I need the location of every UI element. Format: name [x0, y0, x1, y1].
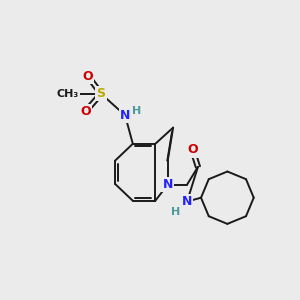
Text: H: H	[132, 106, 141, 116]
Text: H: H	[171, 207, 180, 217]
Text: CH₃: CH₃	[56, 89, 79, 99]
Text: N: N	[182, 195, 192, 208]
Text: N: N	[120, 109, 130, 122]
Text: N: N	[163, 178, 173, 191]
Text: O: O	[187, 143, 198, 157]
Text: O: O	[80, 105, 91, 118]
Text: O: O	[82, 70, 93, 83]
Text: S: S	[97, 87, 106, 100]
